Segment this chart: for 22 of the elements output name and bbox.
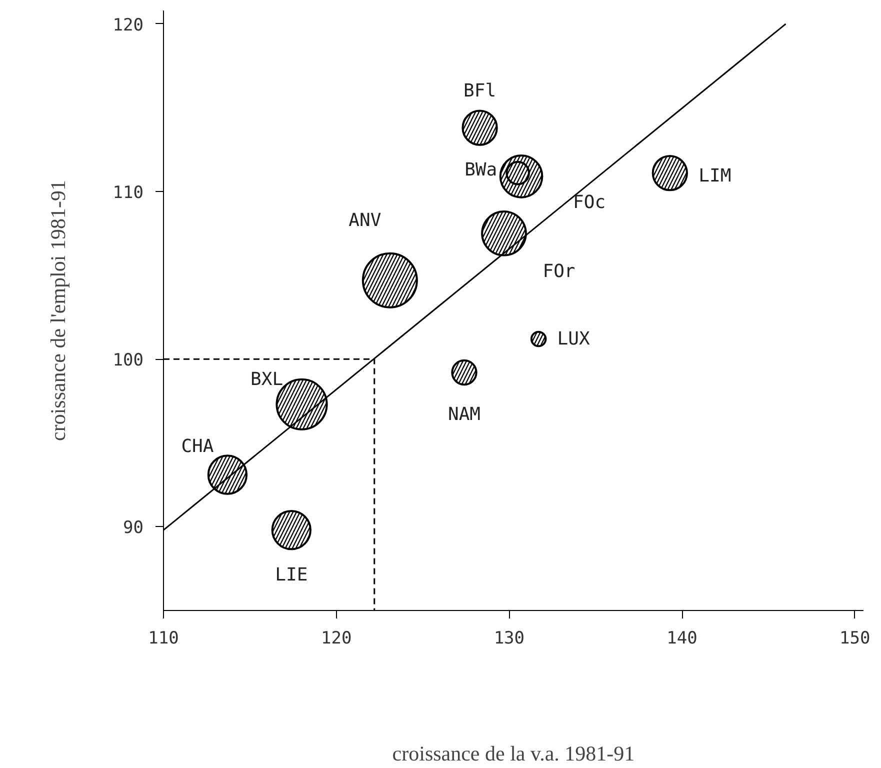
annotation: LIM [698, 166, 732, 187]
y-tick-label: 120 [112, 15, 144, 36]
x-tick-label: 150 [840, 628, 870, 648]
x-tick-label: 120 [320, 628, 352, 648]
x-axis-title: croissance de la v.a. 1981-91 [392, 742, 635, 766]
y-tick-label: 110 [112, 183, 144, 204]
x-tick-label: 140 [666, 628, 698, 648]
x-tick-label: 130 [494, 628, 525, 648]
y-tick-label: 100 [112, 350, 144, 371]
annotation: ANV [348, 210, 382, 231]
annotation: LIE [275, 564, 308, 586]
x-tick-label: 110 [148, 628, 179, 648]
annotation: BWa [464, 160, 498, 181]
y-tick-label: 90 [123, 518, 144, 538]
y-axis-title: croissance de l'emploi 1981-91 [46, 180, 70, 441]
annotation: LUX [557, 328, 590, 350]
annotation: BXL [250, 368, 284, 390]
annotation: CHA [181, 436, 214, 458]
annotation: BFl [464, 80, 496, 102]
annotation: FOr [542, 260, 576, 282]
annotation: NAM [448, 404, 481, 426]
annotation: FOc [573, 192, 606, 213]
